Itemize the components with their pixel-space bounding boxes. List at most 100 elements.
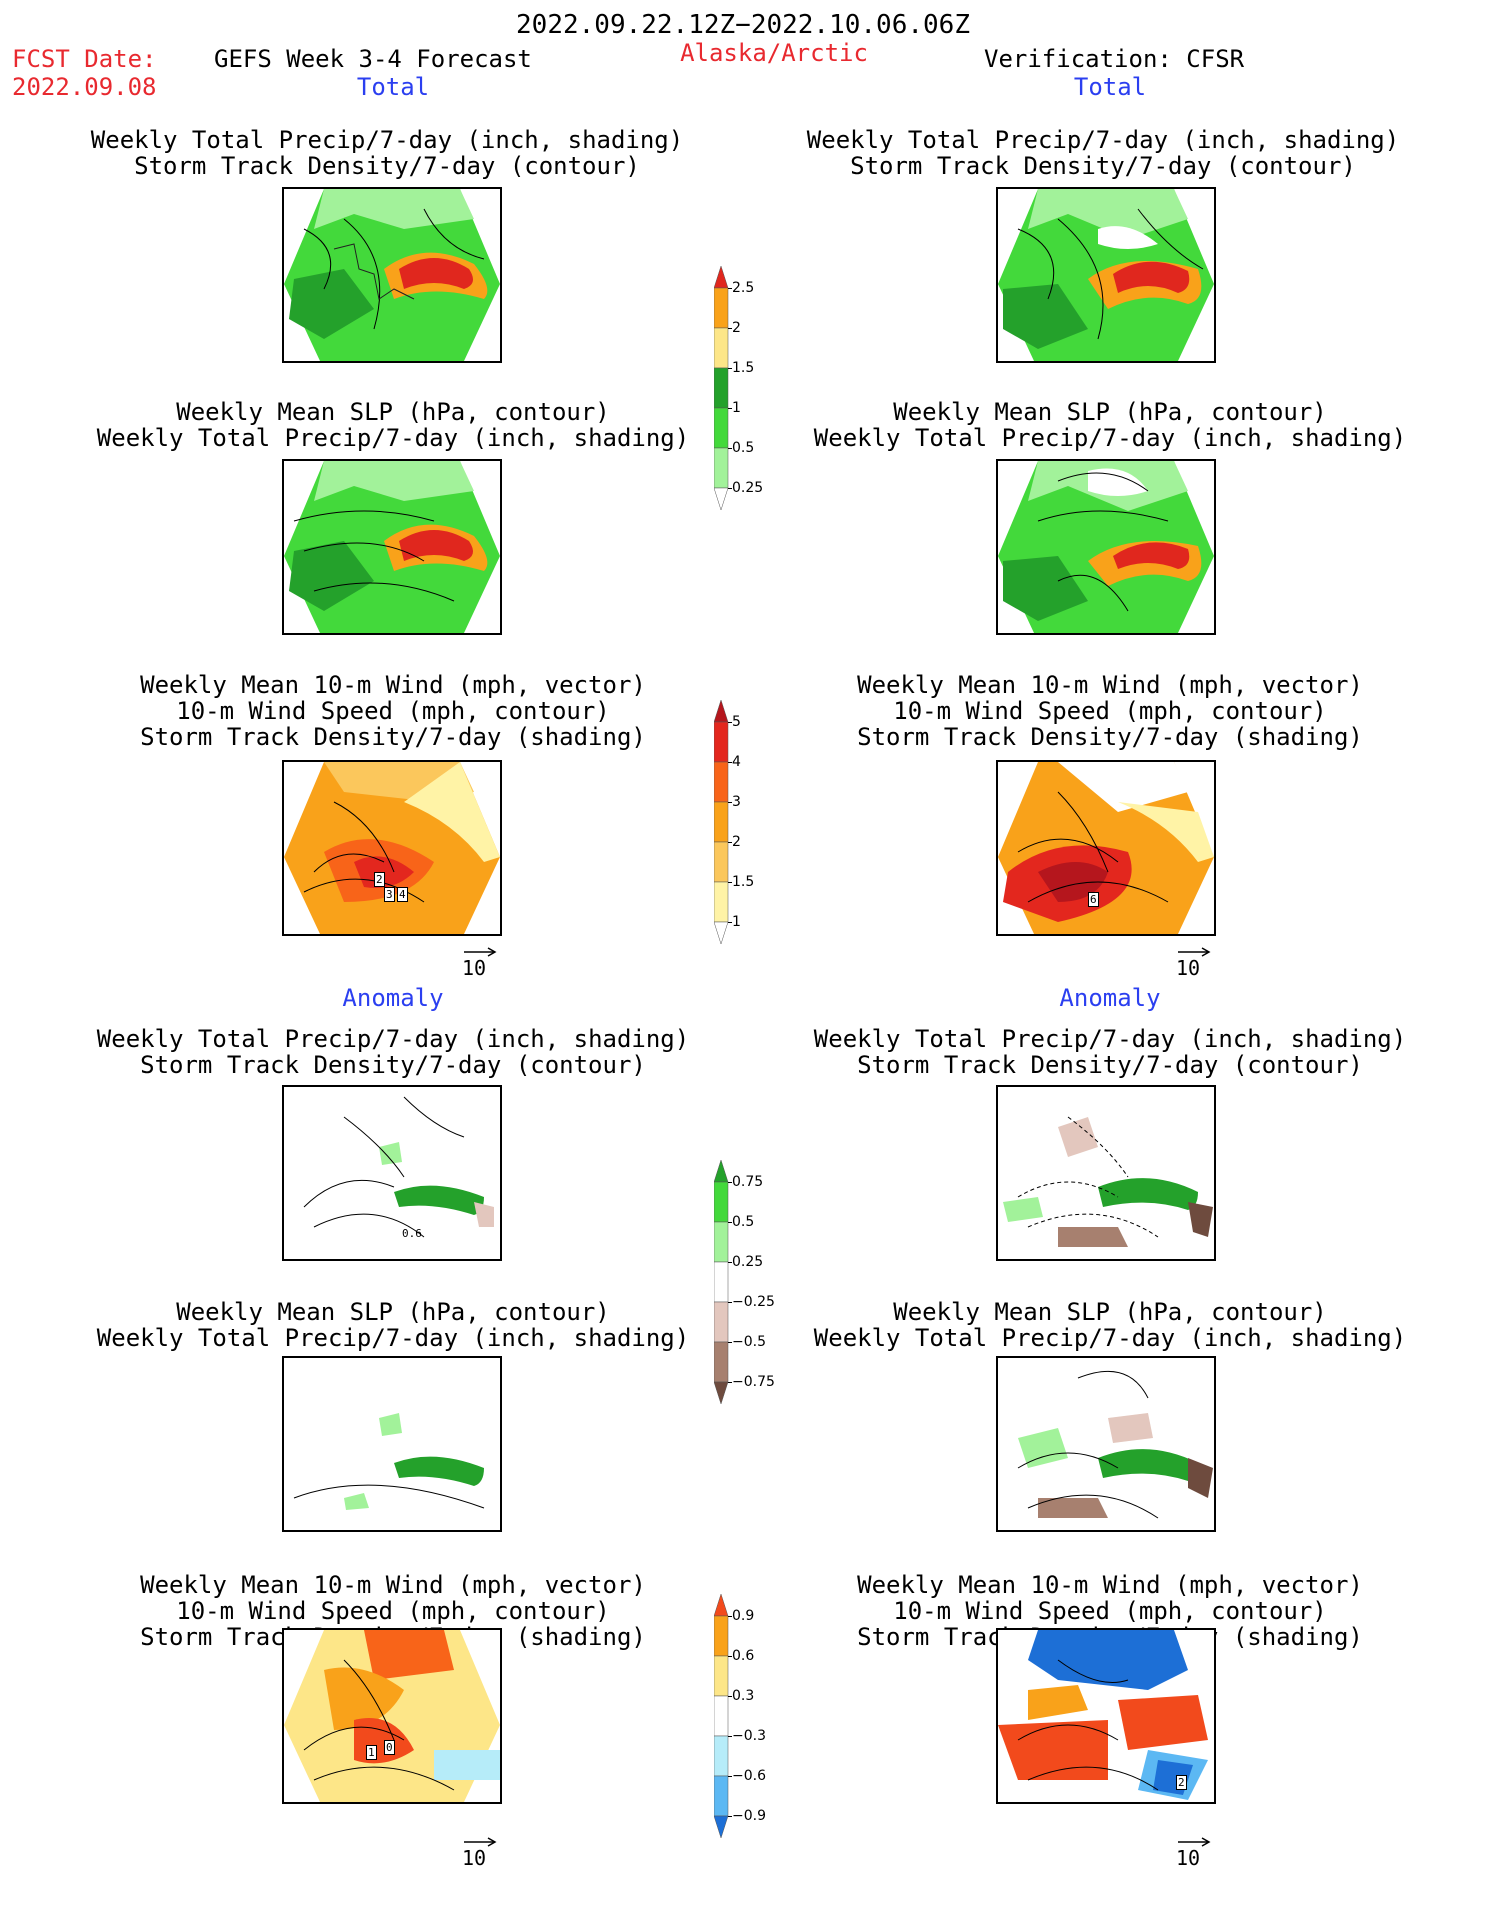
colorbar-segment [714, 1301, 729, 1343]
colorbar-tick [728, 1816, 732, 1817]
map-label: 2 [374, 872, 385, 887]
colorbar-label: 0.75 [732, 1174, 764, 1190]
section-total-right: Total [1073, 73, 1147, 101]
colorbar-precip-total-svg [714, 266, 729, 511]
colorbar-label: −0.3 [732, 1728, 766, 1744]
colorbar-segment [714, 721, 729, 763]
colorbar-label: 3 [732, 794, 741, 810]
colorbar-segment [714, 407, 729, 449]
map-panel-3 [282, 459, 502, 635]
colorbar-tick [728, 368, 732, 369]
colorbar-segment [714, 761, 729, 803]
map-panel-5: 2 3 4 [282, 760, 502, 936]
colorbar-label: 4 [732, 754, 741, 770]
section-anomaly-right: Anomaly [1059, 984, 1161, 1012]
map-panel-11: 1 0 [282, 1628, 502, 1804]
colorbar-label: −0.5 [732, 1334, 766, 1350]
panel-title-5: Weekly Mean 10-m Wind (mph, vector) 10-m … [140, 671, 646, 751]
colorbar-segment [714, 1735, 729, 1777]
colorbar-label: 0.6 [732, 1648, 755, 1664]
colorbar-tick [728, 922, 732, 923]
colorbar-segment [714, 487, 729, 511]
colorbar-segment [714, 367, 729, 409]
colorbar-tick [728, 1382, 732, 1383]
colorbar-segment [714, 1381, 729, 1405]
colorbar-tick [728, 1616, 732, 1617]
colorbar-tick [728, 1262, 732, 1263]
colorbar-segment [714, 1815, 729, 1839]
map-panel-10 [996, 1356, 1216, 1532]
colorbar-segment [714, 287, 729, 329]
colorbar-segment [714, 1221, 729, 1263]
colorbar-label: 2 [732, 834, 741, 850]
map-label: 1 [366, 1745, 377, 1760]
panel-title-7: Weekly Total Precip/7-day (inch, shading… [96, 1025, 690, 1079]
map-label: 2 [1176, 1775, 1187, 1790]
map-panel-7: 0.6 [282, 1085, 502, 1261]
panel-title-8: Weekly Total Precip/7-day (inch, shading… [813, 1025, 1407, 1079]
panel-title-2: Weekly Total Precip/7-day (inch, shading… [806, 126, 1400, 180]
colorbar-tick [728, 842, 732, 843]
verification-label: Verification: CFSR [984, 45, 1245, 73]
colorbar-tick [728, 1736, 732, 1737]
colorbar-label: 5 [732, 714, 741, 730]
panel-title-3: Weekly Mean SLP (hPa, contour) Weekly Tot… [96, 398, 690, 452]
region-title: Alaska/Arctic [680, 39, 868, 67]
colorbar-label: 1.5 [732, 874, 755, 890]
map-label: 6 [1088, 892, 1099, 907]
colorbar-tick [728, 1656, 732, 1657]
fcst-date-value: 2022.09.08 [12, 73, 157, 101]
colorbar-segment [714, 1341, 729, 1383]
colorbar-label: 1.5 [732, 360, 755, 376]
map-label: 3 [384, 887, 395, 902]
forecast-title: GEFS Week 3-4 Forecast [214, 45, 532, 73]
colorbar-label: 0.25 [732, 1254, 764, 1270]
colorbar-label: 1 [732, 914, 741, 930]
colorbar-tick [728, 762, 732, 763]
panel-title-4: Weekly Mean SLP (hPa, contour) Weekly Tot… [813, 398, 1407, 452]
colorbar-label: 0.5 [732, 440, 755, 456]
map-label: 0 [384, 1740, 395, 1755]
colorbar-label: 2 [732, 320, 741, 336]
colorbar-tick [728, 1776, 732, 1777]
section-anomaly-left: Anomaly [342, 984, 444, 1012]
colorbar-precip-anomaly-svg [714, 1160, 729, 1405]
colorbar-tick [728, 1342, 732, 1343]
colorbar-storm-density-total-svg [714, 700, 729, 945]
colorbar-segment [714, 1695, 729, 1737]
colorbar-label: −0.25 [732, 1294, 775, 1310]
colorbar-segment [714, 1181, 729, 1223]
colorbar-tick [728, 1182, 732, 1183]
date-range-title: 2022.09.22.12Z−2022.10.06.06Z [516, 10, 970, 40]
map-panel-1 [282, 187, 502, 363]
colorbar-tick [728, 1696, 732, 1697]
map-panel-4 [996, 459, 1216, 635]
colorbar-label: 1 [732, 400, 741, 416]
map-label: 0.6 [402, 1227, 422, 1240]
colorbar-tick [728, 882, 732, 883]
colorbar-label: 0.5 [732, 1214, 755, 1230]
colorbar-label: −0.6 [732, 1768, 766, 1784]
map-panel-2 [996, 187, 1216, 363]
map-panel-12: 2 [996, 1628, 1216, 1804]
colorbar-label: 0.9 [732, 1608, 755, 1624]
panel-title-1: Weekly Total Precip/7-day (inch, shading… [90, 126, 684, 180]
map-panel-8 [996, 1085, 1216, 1261]
colorbar-storm-density-anomaly-svg [714, 1594, 729, 1839]
fcst-date-label: FCST Date: [12, 45, 157, 73]
colorbar-label: 0.25 [732, 480, 764, 496]
map-panel-9 [282, 1356, 502, 1532]
colorbar-segment [714, 1655, 729, 1697]
panel-title-6: Weekly Mean 10-m Wind (mph, vector) 10-m … [857, 671, 1363, 751]
colorbar-segment [714, 447, 729, 489]
colorbar-segment [714, 801, 729, 843]
colorbar-segment [714, 266, 729, 289]
colorbar-tick [728, 448, 732, 449]
colorbar-label: 2.5 [732, 280, 755, 296]
section-total-left: Total [356, 73, 430, 101]
colorbar-tick [728, 488, 732, 489]
colorbar-segment [714, 1615, 729, 1657]
map-panel-6: 6 [996, 760, 1216, 936]
panel-title-9: Weekly Mean SLP (hPa, contour) Weekly Tot… [96, 1298, 690, 1352]
colorbar-segment [714, 921, 729, 945]
